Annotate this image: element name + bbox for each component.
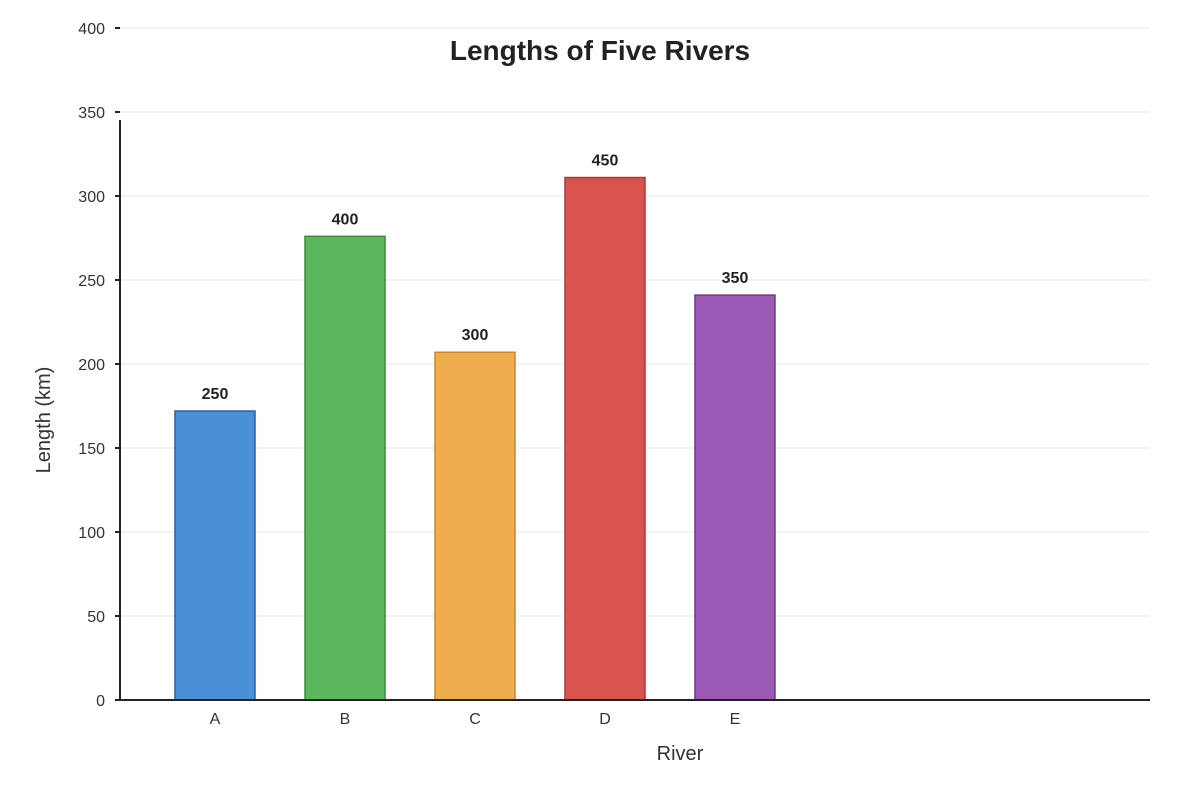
- bar-e: [694, 294, 776, 701]
- y-tick-label: 0: [96, 693, 105, 710]
- y-tick-label: 250: [78, 273, 105, 290]
- y-axis-ticks: 0 50 100 150 200 250 300 350 400: [78, 21, 120, 710]
- chart-title: Lengths of Five Rivers: [450, 35, 750, 66]
- x-axis-title: River: [657, 743, 704, 765]
- bar-value-labels: 250 400 300 450 350: [202, 153, 749, 404]
- bar-c: [434, 351, 516, 701]
- bar-value-label: 450: [592, 153, 619, 170]
- x-tick-label: B: [340, 711, 351, 728]
- x-tick-label: A: [210, 711, 221, 728]
- bars: [174, 176, 776, 701]
- y-tick-label: 400: [78, 21, 105, 38]
- y-axis-title: Length (km): [33, 367, 55, 474]
- bar-value-label: 350: [722, 270, 749, 287]
- y-tick-label: 350: [78, 105, 105, 122]
- x-tick-label: C: [469, 711, 481, 728]
- bar-value-label: 400: [332, 211, 359, 228]
- y-tick-label: 100: [78, 525, 105, 542]
- x-axis-ticks: A B C D E: [210, 711, 741, 728]
- bar-value-label: 300: [462, 327, 489, 344]
- y-tick-label: 300: [78, 189, 105, 206]
- x-tick-label: D: [599, 711, 611, 728]
- y-tick-label: 200: [78, 357, 105, 374]
- bar-a: [174, 410, 256, 701]
- bar-d: [564, 176, 646, 701]
- x-tick-label: E: [730, 711, 741, 728]
- bar-b: [304, 235, 386, 701]
- y-tick-label: 150: [78, 441, 105, 458]
- y-tick-label: 50: [87, 609, 105, 626]
- bar-value-label: 250: [202, 386, 229, 403]
